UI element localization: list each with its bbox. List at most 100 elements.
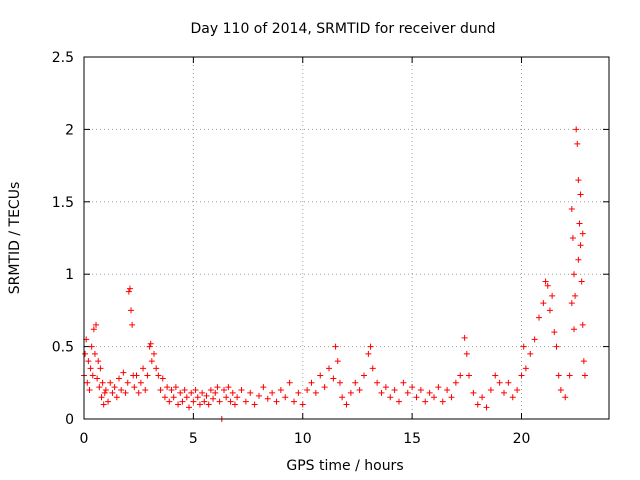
data-point [201, 398, 208, 405]
data-point [461, 334, 468, 341]
data-point [179, 398, 186, 405]
data-point [264, 395, 271, 402]
data-point [409, 384, 416, 391]
data-point [572, 292, 579, 299]
data-point [417, 387, 424, 394]
data-point [387, 394, 394, 401]
data-point [192, 387, 199, 394]
data-point [542, 278, 549, 285]
data-point [365, 350, 372, 357]
data-point [105, 398, 112, 405]
data-point [347, 389, 354, 396]
data-point [142, 387, 149, 394]
data-point [148, 358, 155, 365]
data-point [312, 389, 319, 396]
data-point [336, 379, 343, 386]
data-point [223, 394, 230, 401]
y-tick-label: 2 [65, 122, 74, 138]
data-point [216, 398, 223, 405]
data-point [159, 375, 166, 382]
data-point [295, 389, 302, 396]
data-point [155, 372, 162, 379]
data-point [229, 389, 236, 396]
data-point [501, 389, 507, 396]
data-point [172, 384, 179, 391]
data-point [566, 372, 573, 379]
data-point [575, 177, 582, 184]
data-point [435, 384, 442, 391]
data-point [196, 401, 203, 408]
data-point [93, 321, 100, 328]
data-point [522, 365, 529, 372]
data-point [186, 404, 192, 411]
data-point [147, 340, 154, 347]
data-point [444, 387, 451, 394]
data-point [164, 384, 171, 391]
data-point [212, 389, 219, 396]
data-point [487, 387, 494, 394]
data-point [569, 235, 576, 241]
data-point [137, 379, 144, 386]
data-point [457, 372, 464, 379]
data-point [168, 387, 175, 394]
x-tick-label: 15 [403, 431, 421, 447]
data-point [575, 256, 582, 263]
data-point [573, 126, 580, 133]
data-point [153, 365, 160, 372]
data-point [116, 375, 122, 382]
data-point [577, 242, 584, 249]
data-point [231, 401, 238, 408]
data-point [422, 398, 429, 405]
data-point [207, 387, 214, 394]
data-point [367, 343, 374, 350]
x-tick-label: 10 [294, 431, 312, 447]
data-point [199, 389, 206, 396]
data-point [553, 343, 560, 350]
data-point [151, 350, 157, 357]
data-point [317, 372, 324, 379]
data-point [124, 379, 131, 386]
data-point [181, 387, 188, 394]
data-point [574, 140, 581, 147]
data-point [161, 394, 168, 401]
data-point [426, 389, 433, 396]
data-point [256, 392, 262, 399]
chart-title: Day 110 of 2014, SRMTID for receiver dun… [191, 21, 496, 37]
data-point [188, 389, 195, 396]
data-point [544, 282, 551, 289]
data-point [579, 321, 586, 328]
data-point [505, 379, 512, 386]
data-point [356, 387, 363, 394]
data-point [396, 398, 402, 405]
data-point [578, 278, 585, 285]
data-point [85, 358, 92, 365]
data-point [431, 394, 437, 401]
data-point [326, 365, 332, 372]
data-point [166, 398, 173, 405]
data-point [86, 387, 93, 394]
data-point [234, 394, 241, 401]
y-tick-label: 0.5 [52, 340, 74, 356]
data-point [555, 372, 562, 379]
data-point [581, 372, 588, 379]
data-point [131, 384, 138, 391]
y-tick-label: 1.5 [52, 195, 74, 211]
data-point [531, 336, 538, 343]
y-axis-label: SRMTID / TECUs [7, 182, 23, 295]
data-point [144, 372, 151, 379]
data-point [260, 384, 267, 391]
data-point [183, 394, 190, 401]
data-point [135, 389, 142, 396]
data-point [97, 365, 104, 372]
data-point [382, 384, 389, 391]
data-point [87, 365, 94, 372]
data-point [404, 389, 411, 396]
data-point [330, 375, 337, 382]
data-point [120, 369, 127, 376]
data-point [452, 379, 459, 386]
data-point [194, 394, 201, 401]
data-point [102, 387, 109, 394]
data-point [439, 398, 446, 405]
x-axis-label: GPS time / hours [286, 458, 403, 474]
data-points [81, 126, 588, 422]
